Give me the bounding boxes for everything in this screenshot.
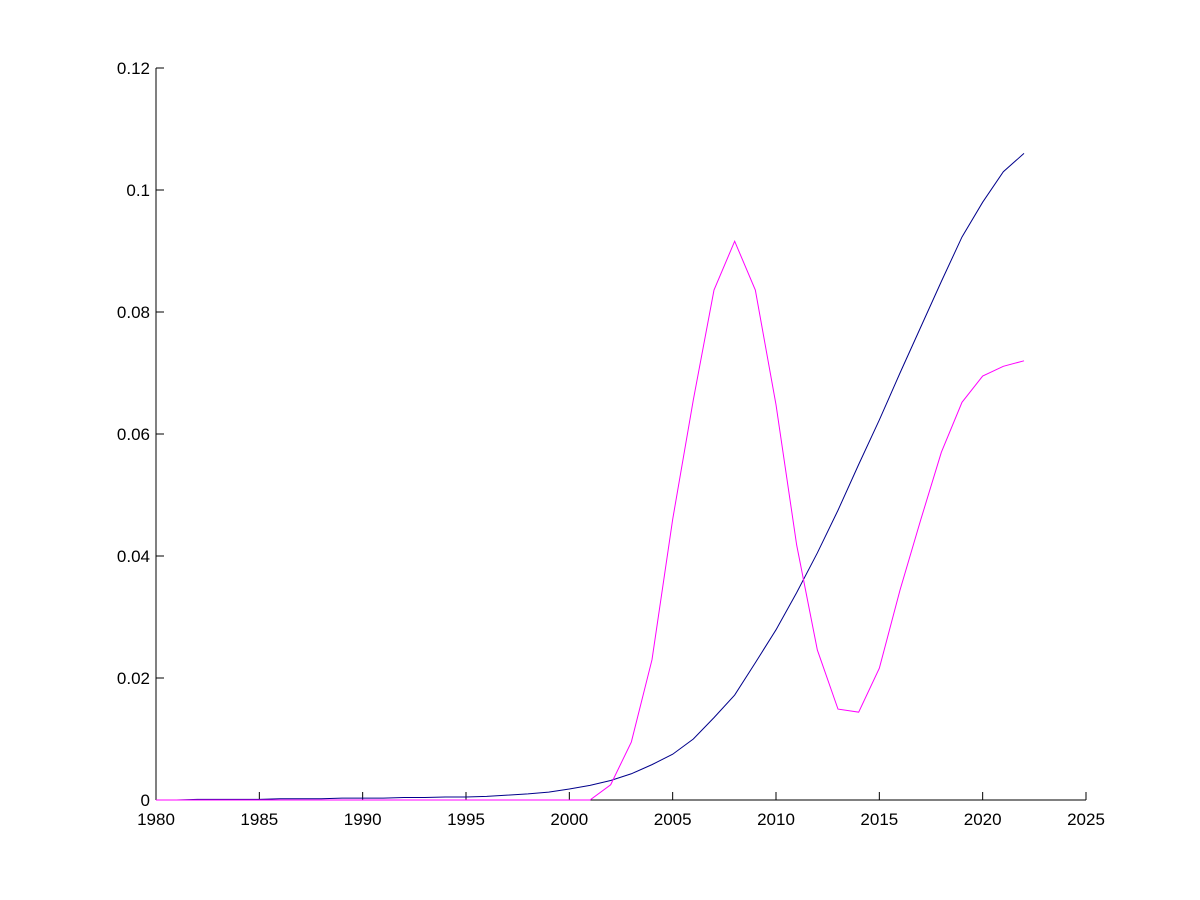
x-tick-label: 2025 — [1067, 810, 1105, 829]
x-tick-label: 2015 — [860, 810, 898, 829]
x-tick-label: 2020 — [964, 810, 1002, 829]
x-tick-label: 1990 — [344, 810, 382, 829]
y-tick-label: 0.1 — [126, 181, 150, 200]
series-line — [156, 153, 1025, 801]
y-tick-label: 0 — [141, 791, 150, 810]
y-tick-label: 0.04 — [117, 547, 150, 566]
x-tick-label: 2005 — [654, 810, 692, 829]
y-tick-label: 0.06 — [117, 425, 150, 444]
x-tick-label: 2010 — [757, 810, 795, 829]
y-tick-label: 0.12 — [117, 59, 150, 78]
x-tick-label: 2000 — [550, 810, 588, 829]
series-line — [156, 239, 1025, 801]
y-tick-label: 0.02 — [117, 669, 150, 688]
y-tick-label: 0.08 — [117, 303, 150, 322]
x-tick-label: 1995 — [447, 810, 485, 829]
x-tick-label: 1985 — [240, 810, 278, 829]
x-tick-label: 1980 — [137, 810, 175, 829]
